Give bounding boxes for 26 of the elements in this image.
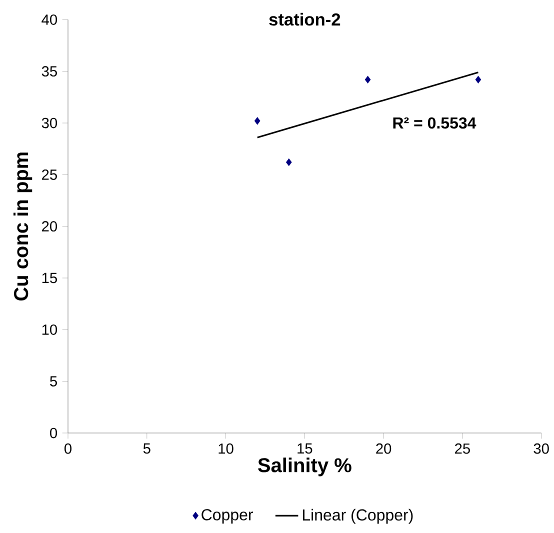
point (364, 76, 371, 84)
x-tick-label: 0 (64, 443, 72, 454)
x-tick-label: 20 (376, 443, 392, 454)
y-tick-label: 15 (42, 272, 57, 284)
x-tick-label: 30 (534, 443, 549, 454)
y-tick-label: 20 (42, 221, 58, 232)
y-tick-label: 0 (50, 428, 58, 438)
y-tick-label: 35 (42, 66, 57, 77)
y-tick-label: 30 (42, 118, 58, 128)
legend-label: Linear (Copper) (302, 508, 413, 524)
y-tick-label: 40 (42, 14, 58, 25)
chart-title: station-2 (269, 12, 340, 26)
x-tick-label: 5 (143, 443, 150, 454)
legend-label: Copper (202, 509, 254, 524)
point (254, 117, 260, 125)
y-tick-label: 25 (42, 169, 57, 180)
annotation: R² = 0.5534 (393, 117, 476, 129)
x-tick-label: 10 (218, 443, 234, 454)
y-tick-label: 5 (50, 376, 57, 386)
point (286, 158, 292, 166)
y-axis-title: Cu conc in ppm (13, 152, 32, 301)
x-tick-label: 15 (298, 443, 312, 454)
y-tick-label: 10 (42, 324, 58, 335)
x-tick-label: 25 (455, 443, 470, 454)
x-axis-title: Salinity % (258, 458, 352, 476)
point (475, 76, 482, 84)
